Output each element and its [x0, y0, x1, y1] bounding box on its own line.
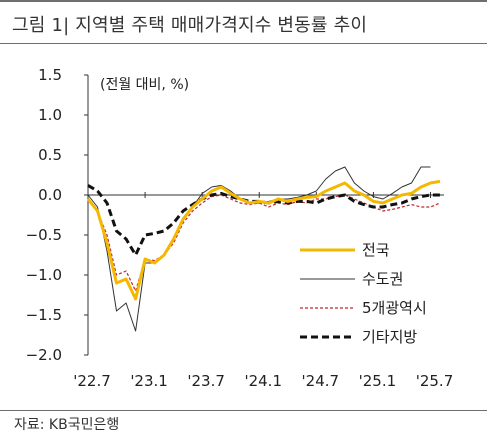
- line-chart: (전월 대비, %) 1.5 1.0 0.5 0.0 −0.5 −1.0 −1.5 −2.0 '…: [26, 66, 454, 390]
- unit-label: (전월 대비, %): [100, 77, 189, 93]
- title-bar: 그림 1| 지역별 주택 매매가격지수 변동률 추이: [0, 0, 487, 44]
- legend-label-0: 전국: [362, 241, 390, 259]
- x-tick-label: '25.1: [359, 372, 397, 390]
- source-divider: [0, 410, 487, 411]
- y-tick-label: −2.0: [26, 346, 62, 364]
- y-tick-label: −0.5: [26, 226, 62, 244]
- y-tick-label: 1.0: [38, 106, 62, 124]
- y-tick-label: 0.5: [38, 146, 62, 164]
- x-tick-label: '22.7: [73, 372, 111, 390]
- series-line-2: [87, 194, 441, 292]
- y-tick-label: −1.5: [26, 306, 62, 324]
- x-tick-label: '24.1: [244, 372, 282, 390]
- legend-label-1: 수도권: [362, 270, 403, 288]
- figure-title: 그림 1| 지역별 주택 매매가격지수 변동률 추이: [12, 15, 368, 36]
- plot-area: 1.5 1.0 0.5 0.0 −0.5 −1.0 −1.5 −2.0 '22.7 '23.1 '2…: [26, 66, 454, 390]
- legend-label-2: 5개광역시: [362, 299, 427, 317]
- x-tick-label: '24.7: [302, 372, 340, 390]
- y-tick-label: 1.5: [38, 66, 62, 84]
- x-tick-label: '23.1: [130, 372, 168, 390]
- y-tick-label: 0.0: [38, 186, 62, 204]
- source-note: 자료: KB국민은행: [14, 417, 120, 433]
- y-tick-label: −1.0: [26, 266, 62, 284]
- x-tick-label: '25.7: [416, 372, 454, 390]
- legend-label-3: 기타지방: [362, 328, 417, 346]
- x-tick-label: '23.7: [187, 372, 225, 390]
- series-line-0: [86, 179, 441, 301]
